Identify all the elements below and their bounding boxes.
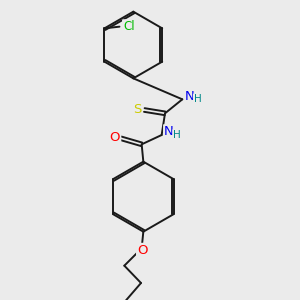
Text: O: O xyxy=(110,131,120,144)
Text: S: S xyxy=(133,103,141,116)
Text: O: O xyxy=(137,244,148,257)
Text: N: N xyxy=(185,89,194,103)
Text: Cl: Cl xyxy=(123,20,135,33)
Text: H: H xyxy=(194,94,202,104)
Text: H: H xyxy=(173,130,181,140)
Text: N: N xyxy=(164,125,174,138)
